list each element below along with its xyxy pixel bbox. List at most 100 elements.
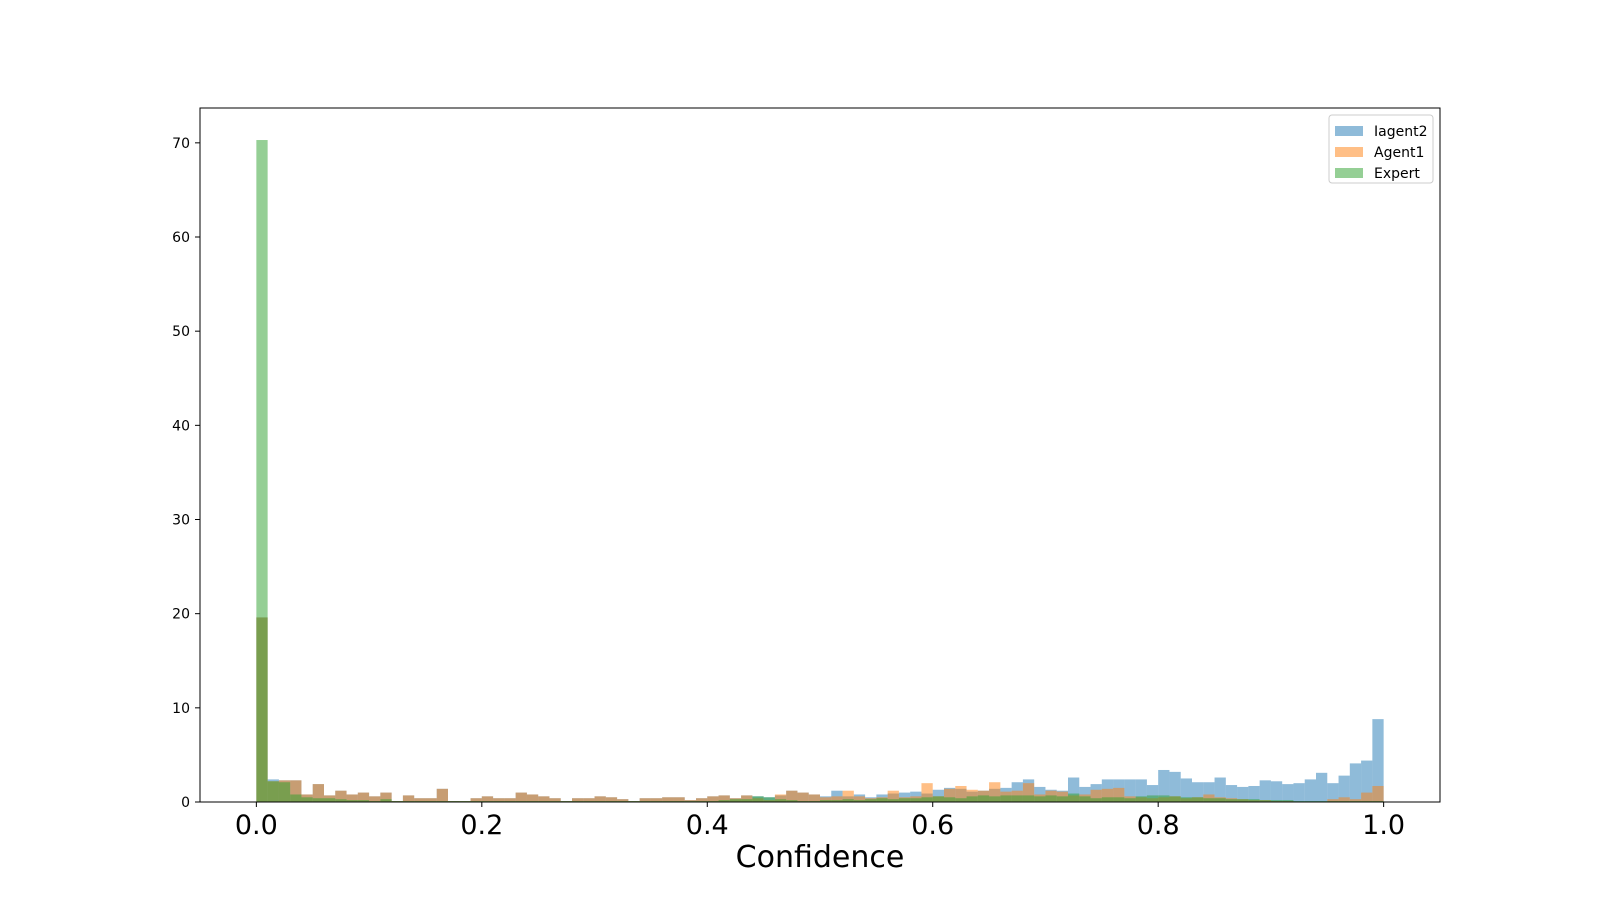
bar-expert-74	[1090, 798, 1102, 802]
x-axis: 0.0 0.2 0.4 0.6 0.8 1.0	[235, 802, 1405, 841]
legend-label-agent1: Agent1	[1374, 145, 1424, 161]
bar-expert-2	[278, 782, 291, 802]
bar-expert-79	[1146, 795, 1159, 802]
bar-agent1-3	[290, 780, 302, 802]
bar-agent1-35	[650, 798, 663, 802]
bar-iagent2-96	[1338, 775, 1350, 802]
x-tick-label: 1.0	[1362, 810, 1405, 841]
bar-iagent2-89	[1259, 780, 1271, 802]
bar-agent1-40	[707, 796, 719, 802]
bar-agent1-63	[966, 789, 978, 802]
y-tick-label: 30	[172, 513, 190, 529]
bar-agent1-50	[820, 797, 832, 802]
bar-agent1-36	[662, 797, 674, 802]
bar-expert-42	[729, 799, 742, 802]
bar-agent1-65	[989, 782, 1001, 802]
bar-agent1-30	[594, 796, 606, 802]
bar-agent1-24	[526, 794, 539, 802]
bar-agent1-13	[402, 795, 415, 802]
bar-expert-86	[1225, 799, 1238, 802]
bar-agent1-46	[774, 794, 787, 802]
bar-expert-53	[853, 800, 866, 802]
bar-agent1-76	[1113, 787, 1125, 802]
bar-expert-70	[1045, 795, 1057, 802]
bar-expert-55	[876, 798, 888, 802]
bar-iagent2-60	[932, 789, 944, 802]
bar-expert-11	[380, 799, 392, 802]
bar-agent1-20	[481, 796, 494, 802]
bar-expert-7	[335, 799, 347, 802]
bar-agent1-99	[1372, 785, 1384, 802]
bar-expert-57	[898, 798, 911, 802]
bar-expert-1	[267, 781, 279, 802]
bar-agent1-95	[1327, 799, 1339, 802]
bar-expert-8	[346, 800, 358, 802]
bar-iagent2-77	[1124, 779, 1136, 802]
bar-agent1-22	[504, 798, 516, 802]
bar-iagent2-82	[1180, 778, 1192, 802]
bar-agent1-14	[414, 798, 426, 802]
bar-expert-88	[1248, 799, 1260, 802]
bar-expert-83	[1192, 797, 1204, 802]
bar-agent1-10	[369, 796, 381, 802]
bar-expert-71	[1056, 796, 1068, 802]
bar-iagent2-97	[1349, 763, 1362, 802]
bar-agent1-25	[538, 796, 550, 802]
legend-swatch-expert	[1335, 168, 1363, 178]
x-axis-label: Confidence	[736, 840, 905, 875]
bar-expert-59	[921, 797, 933, 802]
bar-expert-67	[1011, 795, 1023, 802]
bar-expert-6	[324, 798, 336, 802]
bar-expert-90	[1270, 800, 1283, 802]
bar-agent1-61	[944, 788, 956, 802]
bar-agent1-23	[515, 792, 527, 802]
bar-agent1-47	[786, 790, 798, 802]
x-tick-label: 0.4	[686, 810, 729, 841]
x-tick-label: 0.2	[460, 810, 503, 841]
legend-label-iagent2: Iagent2	[1374, 124, 1427, 140]
bar-expert-76	[1113, 797, 1125, 802]
bar-iagent2-69	[1034, 786, 1046, 802]
bar-expert-78	[1135, 796, 1147, 802]
bar-agent1-9	[357, 792, 370, 802]
bar-agent1-75	[1101, 788, 1114, 802]
bar-agent1-11	[380, 792, 392, 802]
bar-iagent2-95	[1327, 783, 1339, 802]
bar-expert-56	[887, 799, 899, 802]
bar-expert-69	[1034, 796, 1046, 802]
bar-expert-91	[1282, 800, 1294, 802]
legend-swatch-agent1	[1335, 147, 1363, 157]
bar-agent1-62	[955, 785, 967, 802]
bar-expert-72	[1068, 793, 1080, 802]
bar-iagent2-87	[1237, 786, 1249, 802]
bar-expert-3	[290, 794, 302, 802]
bar-iagent2-91	[1282, 784, 1294, 802]
bar-expert-65	[989, 796, 1001, 802]
bar-expert-43	[741, 799, 753, 802]
bar-expert-64	[977, 795, 990, 802]
bar-iagent2-90	[1270, 781, 1283, 802]
bar-agent1-15	[425, 798, 437, 802]
bar-agent1-19	[470, 798, 482, 802]
bar-expert-45	[763, 797, 775, 802]
bar-iagent2-84	[1203, 782, 1215, 802]
bar-expert-54	[865, 799, 877, 802]
bar-agent1-28	[572, 798, 584, 802]
bar-iagent2-79	[1146, 785, 1159, 802]
bar-agent1-29	[583, 798, 595, 802]
bar-agent1-26	[549, 798, 561, 802]
bar-expert-60	[932, 796, 944, 802]
bar-expert-87	[1237, 799, 1249, 802]
bar-agent1-53	[853, 796, 866, 802]
bar-iagent2-83	[1192, 782, 1204, 802]
bar-iagent2-88	[1248, 785, 1260, 802]
bar-expert-82	[1180, 797, 1192, 802]
bar-agent1-48	[797, 792, 809, 802]
bar-expert-61	[944, 797, 956, 802]
bar-agent1-7	[335, 790, 347, 802]
bar-iagent2-85	[1214, 777, 1226, 802]
bar-expert-46	[774, 799, 787, 802]
y-tick-label: 60	[172, 230, 190, 246]
bar-agent1-32	[617, 799, 629, 802]
